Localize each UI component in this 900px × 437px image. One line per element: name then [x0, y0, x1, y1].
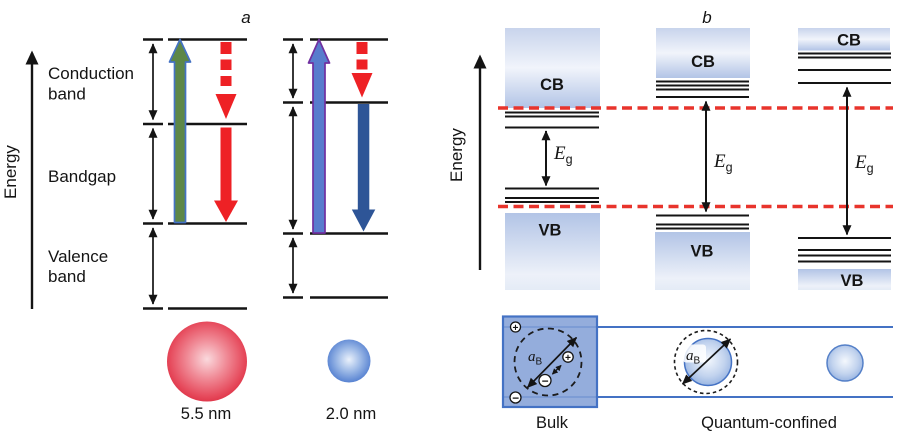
- bohr-radius-circle-confined: [673, 329, 739, 395]
- quantum-dot-blue-sphere: [327, 339, 371, 383]
- level-ticks-dot1: [143, 38, 163, 310]
- quantum-dot-small: [826, 344, 864, 382]
- absorption-arrow-green: [168, 38, 192, 224]
- energy-axis-a-label: Energy: [1, 145, 20, 199]
- electron-charge-icon: [538, 373, 552, 388]
- conduction-band-label-line2: band: [48, 85, 86, 104]
- discrete-levels-small: [798, 52, 891, 263]
- vb-box-medium: [655, 232, 750, 290]
- absorption-arrow-blue: [307, 38, 331, 234]
- eg-label-bulk: Eg: [553, 143, 573, 167]
- cb-box-bulk: [505, 28, 600, 108]
- vb-label-medium: VB: [691, 243, 714, 261]
- hole-charge-icon: [562, 351, 574, 363]
- cb-label-bulk: CB: [540, 76, 564, 94]
- hot-carrier-relaxation-arrow-dot2: [351, 42, 373, 98]
- vb-box-small: [798, 269, 891, 290]
- energy-axis-b-label: Energy: [447, 128, 466, 182]
- bohr-diameter-arrow-bulk: [526, 336, 578, 389]
- valence-band-label-line2: band: [48, 267, 86, 286]
- cb-box-small: [798, 28, 890, 51]
- eg-label-small: Eg: [854, 152, 874, 176]
- valence-band-label: Valence: [48, 247, 108, 266]
- hot-carrier-relaxation-arrow-dot1: [215, 42, 237, 119]
- bohr-diameter-arrow-confined: [681, 338, 732, 385]
- dot1-size-label: 5.5 nm: [181, 405, 231, 423]
- bohr-radius-label-confined: aB: [686, 348, 701, 367]
- panel-b-title: b: [702, 8, 711, 27]
- free-electron-charge-sign: −: [512, 392, 519, 405]
- cb-box-medium: [656, 28, 750, 78]
- discrete-levels-bulk: [505, 111, 599, 203]
- free-electron-charge-icon: [509, 391, 522, 404]
- conduction-band-label: Conduction: [48, 64, 134, 83]
- exciton-separation-arrow: [551, 364, 562, 375]
- hole-charge-sign: +: [565, 353, 571, 364]
- bohr-radius-circle-bulk: [513, 327, 583, 397]
- bulk-band-edge-dashed-lines: [498, 106, 893, 209]
- quantum-dot-red-sphere: [167, 321, 247, 402]
- vb-label-small: VB: [841, 272, 864, 290]
- electron-charge-sign: −: [542, 375, 549, 388]
- panel-a-title: a: [241, 8, 250, 27]
- emission-arrow-red: [214, 127, 238, 222]
- free-hole-charge-icon: [509, 321, 522, 333]
- cb-label-medium: CB: [691, 53, 715, 71]
- dot2-size-label: 2.0 nm: [326, 405, 376, 423]
- bohr-radius-label-bulk: aB: [528, 349, 543, 368]
- vb-label-bulk: VB: [539, 222, 562, 240]
- vb-box-bulk: [505, 213, 600, 290]
- free-hole-charge-sign: +: [513, 323, 519, 334]
- cb-label-small: CB: [837, 32, 861, 50]
- discrete-levels-medium: [656, 80, 749, 230]
- level-ticks-dot2: [283, 38, 303, 299]
- bandgap-arrows: [541, 86, 852, 236]
- eg-label-medium: Eg: [713, 151, 733, 175]
- bohr-label-backplate: [683, 344, 706, 363]
- bandgap-label: Bandgap: [48, 167, 116, 186]
- quantum-confined-caption: Quantum-confined: [701, 414, 837, 432]
- emission-arrow-dark-blue: [351, 104, 376, 232]
- bulk-caption: Bulk: [536, 414, 569, 432]
